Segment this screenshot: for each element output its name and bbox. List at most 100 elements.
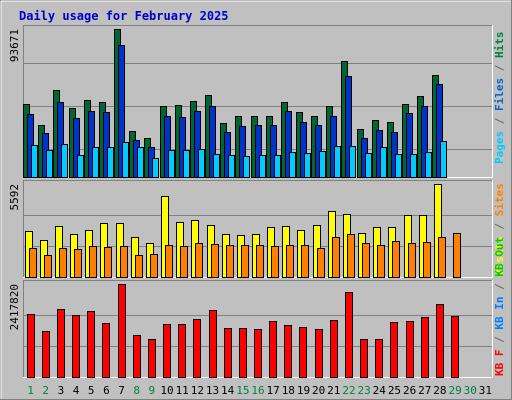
x-tick-label: 3 xyxy=(58,384,65,397)
x-tick-label: 14 xyxy=(221,384,235,397)
bar-kb-f-day-14 xyxy=(224,328,232,378)
bar-files-day-17 xyxy=(270,125,277,178)
bar-pages-day-8 xyxy=(137,147,144,178)
bar-pages-day-28 xyxy=(440,141,447,178)
x-tick-label: 24 xyxy=(373,384,387,397)
bar-sites-day-1 xyxy=(29,248,37,278)
bar-files-day-22 xyxy=(345,76,352,178)
bar-pages-day-26 xyxy=(410,154,417,178)
bar-sites-day-19 xyxy=(301,245,309,278)
x-tick-label: 1 xyxy=(27,384,34,397)
bar-files-day-10 xyxy=(164,116,171,178)
bar-sites-day-9 xyxy=(150,254,158,278)
panel-hits-files-pages: 93671 Pages / Files / Hits xyxy=(8,25,506,178)
bar-sites-day-12 xyxy=(195,243,203,278)
bar-sites-day-14 xyxy=(226,245,234,278)
x-tick-label: 30 xyxy=(464,384,477,397)
bar-pages-day-19 xyxy=(304,153,311,178)
bar-pages-day-12 xyxy=(198,149,205,178)
legend-entry: Pages xyxy=(493,131,506,164)
x-tick-label: 29 xyxy=(448,384,461,397)
bar-kb-f-day-24 xyxy=(375,339,383,378)
bar-kb-f-day-21 xyxy=(330,320,338,378)
legend-entry: / xyxy=(493,216,506,236)
bar-kb-f-day-2 xyxy=(42,331,50,378)
x-tick-label: 10 xyxy=(160,384,173,397)
legend-entry: / xyxy=(493,277,506,297)
bar-pages-day-3 xyxy=(61,144,68,178)
bar-sites-day-5 xyxy=(89,246,97,278)
x-tick-label: 27 xyxy=(418,384,431,397)
x-tick-label: 6 xyxy=(103,384,110,397)
bar-files-day-26 xyxy=(406,113,413,178)
bar-pages-day-24 xyxy=(380,147,387,178)
bar-pages-day-4 xyxy=(77,155,84,178)
bar-kb-f-day-18 xyxy=(284,325,292,378)
bar-files-day-19 xyxy=(300,122,307,178)
bar-files-day-27 xyxy=(421,106,428,178)
bar-kb-f-day-8 xyxy=(133,335,141,378)
bar-sites-day-26 xyxy=(408,243,416,278)
bar-pages-day-23 xyxy=(365,153,372,178)
bar-kb-f-day-4 xyxy=(72,315,80,378)
x-tick-label: 18 xyxy=(282,384,295,397)
bar-sites-day-21 xyxy=(332,237,340,278)
bar-sites-day-20 xyxy=(317,248,325,278)
x-tick-label: 4 xyxy=(73,384,80,397)
y-max-label: 2417820 xyxy=(8,284,21,330)
x-tick-label: 9 xyxy=(149,384,156,397)
bar-files-day-5 xyxy=(88,111,95,178)
x-tick-label: 2 xyxy=(42,384,49,397)
legend-entry: Files xyxy=(493,78,506,111)
y-max-label: 93671 xyxy=(8,29,21,62)
bar-sites-day-2 xyxy=(44,255,52,278)
bar-kb-f-day-9 xyxy=(148,339,156,378)
x-tick-label: 7 xyxy=(118,384,125,397)
panel-legend: Pages / Files / Hits xyxy=(493,32,506,165)
bar-sites-day-3 xyxy=(59,248,67,278)
legend-entry: / xyxy=(493,330,506,350)
bar-sites-day-17 xyxy=(271,246,279,278)
bar-pages-day-16 xyxy=(259,155,266,178)
bar-sites-day-4 xyxy=(74,249,82,278)
x-tick-label: 11 xyxy=(176,384,189,397)
bar-sites-day-10 xyxy=(165,245,173,278)
chart-panels: 93671 Pages / Files / Hits 5592 Visits / Si… xyxy=(8,25,506,378)
bar-sites-day-18 xyxy=(286,245,294,278)
bar-kb-f-day-29 xyxy=(451,316,459,378)
x-axis: 1 2 3 4 5 6 7 8 9 10 11 12 13 14 15 16 17 18 19 20 21 22 23 24 2… xyxy=(27,384,492,397)
bar-pages-day-10 xyxy=(168,150,175,178)
bar-pages-day-18 xyxy=(289,152,296,178)
bar-kb-f-day-23 xyxy=(360,339,368,378)
bar-sites-day-7 xyxy=(120,246,128,278)
bar-pages-day-9 xyxy=(152,158,159,178)
bar-pages-day-13 xyxy=(213,154,220,178)
legend-entry: KB In xyxy=(493,297,506,330)
bar-pages-day-14 xyxy=(228,155,235,178)
panel-legend: KB F / KB In / KB Out xyxy=(493,237,506,376)
x-tick-label: 31 xyxy=(479,384,492,397)
bar-pages-day-7 xyxy=(122,142,129,178)
bar-kb-f-day-7 xyxy=(118,284,126,378)
bar-kb-f-day-13 xyxy=(209,310,217,378)
bar-sites-day-13 xyxy=(211,244,219,278)
bar-kb-f-day-11 xyxy=(178,324,186,378)
x-tick-label: 26 xyxy=(403,384,416,397)
bar-pages-day-2 xyxy=(46,150,53,178)
legend-entry: KB Out xyxy=(493,237,506,277)
panel-legend: Visits / Sites xyxy=(493,183,506,276)
bar-kb-f-day-16 xyxy=(254,329,262,378)
y-max-label: 5592 xyxy=(8,184,21,211)
bar-sites-day-15 xyxy=(241,245,249,278)
chart-title: Daily usage for February 2025 xyxy=(19,9,229,23)
bar-kb-f-day-27 xyxy=(421,317,429,378)
x-tick-label: 13 xyxy=(206,384,219,397)
x-tick-label: 22 xyxy=(342,384,355,397)
bar-sites-day-8 xyxy=(135,255,143,278)
legend-entry: Visits xyxy=(493,236,506,276)
bar-sites-day-16 xyxy=(256,245,264,278)
bar-pages-day-11 xyxy=(183,150,190,178)
bar-kb-f-day-10 xyxy=(163,324,171,378)
bar-pages-day-21 xyxy=(334,146,341,178)
bar-kb-f-day-17 xyxy=(269,321,277,378)
